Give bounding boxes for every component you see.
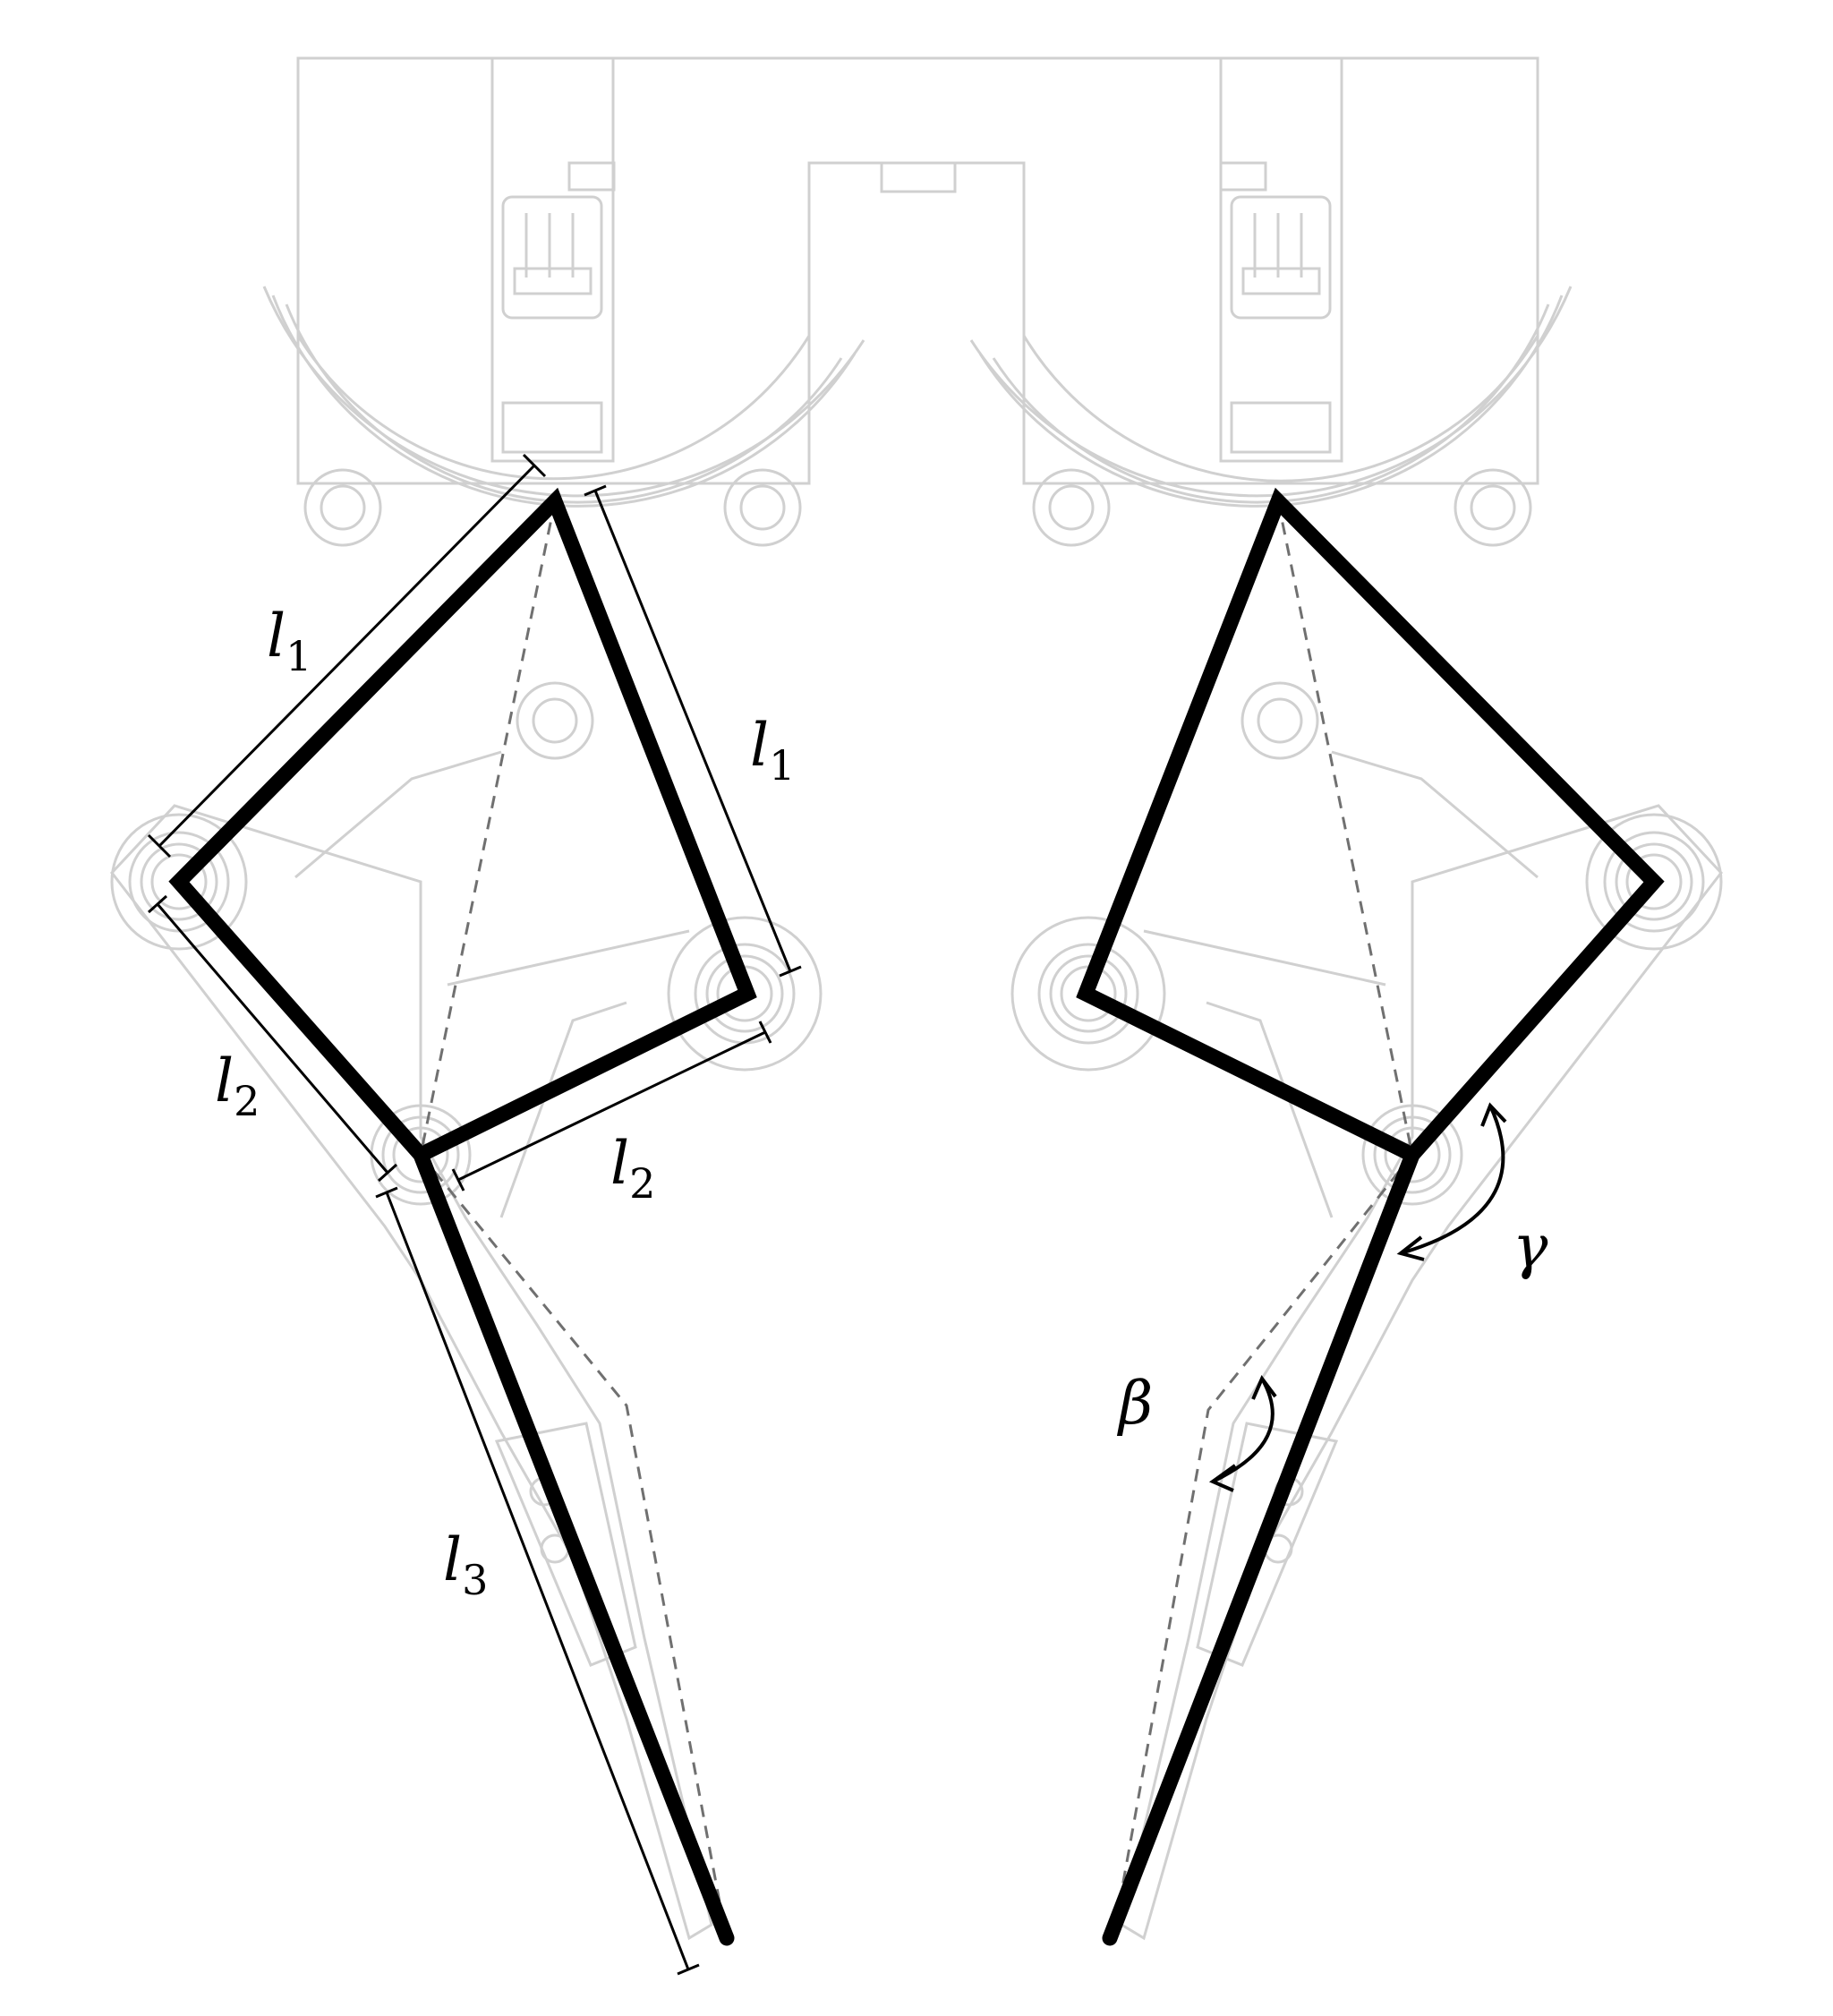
gripper-housing-outline (296, 56, 1539, 485)
left-linkage (168, 487, 757, 1946)
right-linkage (1076, 487, 1665, 1946)
dimension-l1-right (584, 484, 802, 978)
right-dashed-construction (1117, 500, 1414, 1908)
label-l1-left: l1 (267, 602, 311, 680)
label-l2-left: l2 (215, 1046, 260, 1125)
dimension-l3 (375, 1186, 700, 1976)
mount-screws (303, 468, 1532, 760)
dimension-l2-right (451, 1021, 772, 1192)
left-four-bar-loop (168, 487, 757, 1165)
dimension-l2-left (147, 894, 398, 1183)
dimension-l1-left (147, 453, 547, 859)
left-distal-link (413, 1147, 735, 1946)
left-finger-hardware (110, 750, 823, 1941)
left-servo-horn-arcs (262, 286, 865, 508)
right-distal-link (1102, 1147, 1420, 1946)
label-gamma: γ (1513, 1212, 1548, 1281)
angle-beta-arrow (1208, 1375, 1277, 1492)
label-l2-right: l2 (610, 1129, 655, 1208)
left-dashed-construction (419, 500, 722, 1908)
label-beta: β (1116, 1369, 1153, 1438)
right-four-bar-loop (1076, 487, 1665, 1165)
label-l1-right: l1 (750, 711, 795, 790)
right-finger-hardware (1010, 750, 1723, 1941)
angle-gamma-arrow (1396, 1102, 1507, 1261)
label-l3: l3 (443, 1525, 488, 1604)
